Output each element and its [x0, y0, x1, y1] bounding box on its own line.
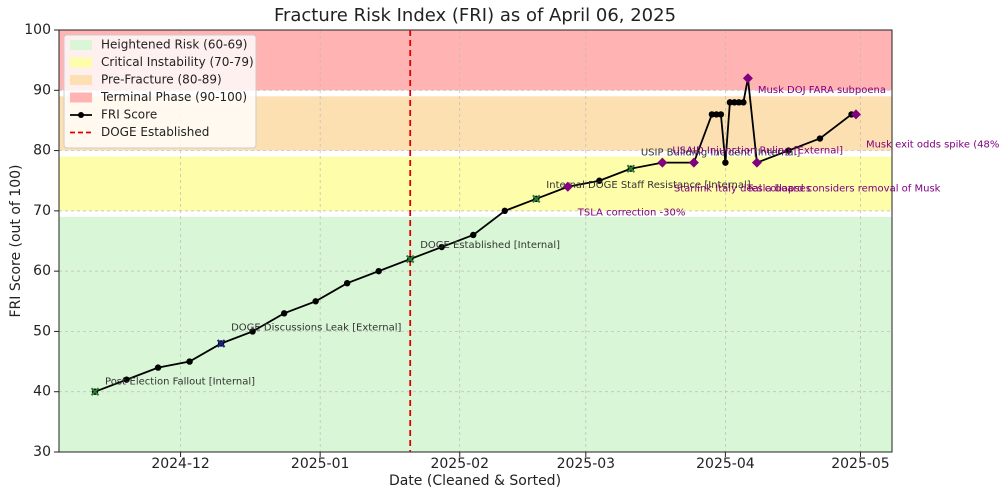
data-point	[375, 267, 382, 275]
data-point	[470, 231, 477, 239]
data-point	[740, 99, 747, 106]
data-point	[596, 177, 603, 184]
legend-label: FRI Score	[101, 108, 157, 122]
data-point	[186, 358, 193, 365]
annotation: Musk exit odds spike (48%)	[866, 139, 1000, 150]
event-marker	[688, 157, 699, 168]
y-tick-label: 70	[33, 203, 51, 219]
data-point	[726, 99, 734, 106]
x-tick-label: 2025-01	[291, 456, 350, 472]
annotation: USAID Injunction Ruling [External]	[672, 146, 843, 157]
y-tick-label: 80	[33, 143, 51, 159]
data-point	[249, 328, 256, 335]
data-point	[280, 310, 288, 317]
event-marker	[657, 157, 668, 168]
legend-frame	[63, 34, 257, 149]
event-marker	[626, 164, 636, 173]
y-tick-label: 30	[33, 444, 51, 460]
data-point	[501, 207, 508, 215]
data-point	[722, 159, 729, 166]
event-marker	[532, 194, 541, 204]
data-point	[312, 298, 319, 305]
risk-band	[59, 156, 892, 211]
data-point	[438, 243, 445, 251]
annotation: Internal DOGE Staff Resistance [Internal…	[546, 180, 751, 191]
annotation: Post-Election Fallout [Internal]	[105, 377, 255, 388]
data-point	[785, 147, 792, 154]
x-tick-label: 2025-03	[557, 456, 616, 472]
annotation: TSLA correction -30%	[577, 208, 686, 219]
annotation: Starlink Italy deal collapses	[674, 184, 811, 195]
annotation: Musk DOJ FARA subpoena	[758, 85, 886, 96]
y-tick-label: 40	[33, 384, 51, 400]
annotation: Tesla board considers removal of Musk	[746, 184, 941, 195]
x-tick-label: 2025-05	[831, 456, 890, 472]
x-axis-label: Date (Cleaned & Sorted)	[389, 473, 561, 489]
legend: Heightened Risk (60-69) Critical Instabil…	[63, 34, 257, 149]
event-marker	[751, 157, 762, 168]
event-marker	[742, 73, 753, 84]
legend-label: Heightened Risk (60-69)	[101, 38, 247, 52]
legend-swatch	[70, 92, 92, 103]
legend-swatch	[78, 112, 84, 118]
legend-swatch	[70, 57, 92, 68]
y-axis-label: FRI Score (out of 100)	[8, 165, 24, 318]
chart-title: Fracture Risk Index (FRI) as of April 06…	[274, 5, 676, 26]
annotation: DOGE Established [Internal]	[420, 240, 560, 251]
data-point	[816, 135, 824, 142]
data-point	[343, 280, 351, 287]
x-tick-label: 2025-02	[430, 456, 489, 472]
data-point	[731, 99, 738, 106]
data-point	[735, 99, 743, 106]
legend-label: DOGE Established	[101, 125, 209, 139]
legend-swatch	[70, 75, 92, 85]
x-tick-label: 2024-12	[151, 456, 210, 472]
data-point	[717, 111, 725, 118]
data-point	[123, 376, 130, 383]
event-marker	[406, 254, 415, 264]
y-tick-label: 90	[33, 82, 51, 98]
series-line	[94, 78, 856, 393]
event-marker	[216, 339, 226, 348]
y-tick-label: 60	[33, 263, 51, 279]
event-marker	[562, 181, 573, 192]
y-tick-label: 100	[24, 22, 51, 38]
event-marker	[90, 387, 100, 396]
risk-band	[59, 216, 892, 452]
y-tick-label: 50	[33, 323, 51, 339]
annotation: USIP Building Incident [Internal]	[641, 148, 801, 159]
legend-label: Critical Instability (70-79)	[101, 55, 254, 69]
x-tick-label: 2025-04	[696, 456, 755, 472]
legend-label: Pre-Fracture (80-89)	[101, 73, 222, 87]
plot-frame	[58, 29, 893, 453]
event-marker	[850, 109, 861, 120]
legend-swatch	[70, 40, 92, 50]
data-point	[154, 364, 162, 371]
annotation: DOGE Discussions Leak [External]	[231, 322, 401, 333]
data-point	[708, 111, 716, 118]
legend-label: Terminal Phase (90-100)	[100, 90, 247, 104]
data-point	[713, 111, 720, 118]
